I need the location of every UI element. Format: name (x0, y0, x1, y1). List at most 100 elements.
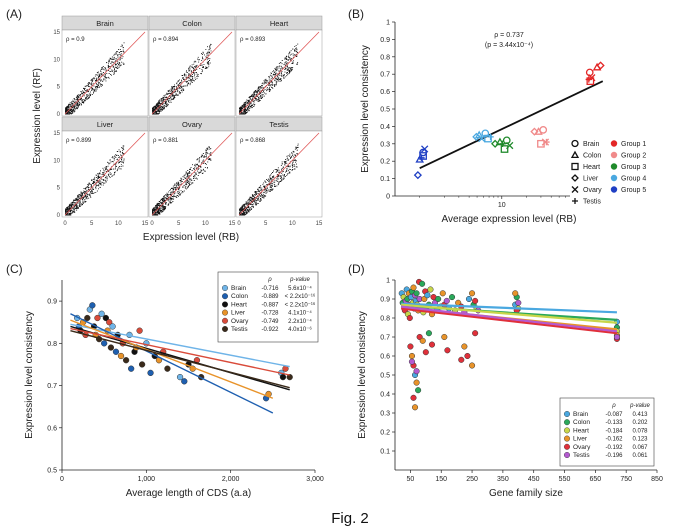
y-axis-label: Expression level (RF) (32, 68, 43, 164)
legend-label: Testis (573, 452, 590, 459)
data-point (136, 327, 143, 334)
legend-p: 0.078 (632, 428, 648, 434)
x-tick-label: 2,000 (222, 476, 240, 483)
x-tick-label: 3,000 (306, 476, 324, 483)
panel-a-label: (A) (6, 7, 22, 21)
data-point (415, 387, 422, 394)
legend-swatch (221, 317, 228, 324)
panel-b: (B)00.10.20.30.40.50.60.70.80.9110100ρ =… (348, 7, 655, 225)
legend: ρ p-value Brain -0.087 0.413 Colon -0.133 0.202… (559, 397, 655, 467)
legend-rho: -0.749 (261, 319, 279, 325)
data-point (515, 299, 522, 306)
legend-label: Group 5 (621, 187, 646, 194)
y-axis-label: Expression level consistency (360, 45, 371, 173)
fit-line (419, 80, 604, 169)
data-point (413, 368, 420, 375)
data-point (407, 343, 414, 350)
y-tick-label: 10 (53, 57, 60, 63)
x-axis-label: Average expression level (RB) (442, 214, 577, 225)
y-axis-label: Expression level consistency (24, 311, 35, 439)
data-point (469, 290, 476, 297)
data-point (458, 356, 465, 363)
legend-box (559, 397, 655, 467)
legend-header-p: p-value (629, 403, 650, 409)
legend-marker-heart (571, 162, 579, 171)
fit-line-liver (70, 319, 274, 399)
data-point (441, 333, 448, 341)
y-tick-label: 0.2 (380, 159, 390, 166)
panel-d-label: (D) (348, 262, 365, 276)
facet-title: Heart (270, 19, 289, 28)
data-point (444, 347, 451, 354)
legend-label: Liver (583, 176, 599, 183)
data-point (413, 290, 420, 297)
reference-line (238, 132, 320, 216)
legend-label: Liver (573, 436, 588, 443)
y-tick-label: 0.5 (47, 468, 57, 475)
legend-rho: -0.162 (605, 437, 623, 443)
y-tick-label: 0.1 (380, 176, 390, 183)
data-point (461, 343, 468, 350)
data-point (286, 373, 293, 381)
data-point (422, 349, 429, 356)
y-tick-label: 0.2 (380, 430, 390, 437)
legend-swatch (564, 411, 571, 418)
facet-rho: ρ = 0.9 (66, 37, 85, 43)
x-tick-label: 5 (90, 221, 94, 227)
y-tick-label: 0.9 (47, 299, 57, 306)
legend-label: Brain (583, 141, 599, 148)
legend-rho: -0.196 (605, 453, 623, 459)
legend-label: Ovary (573, 444, 591, 451)
legend-p: 0.061 (632, 453, 648, 459)
y-tick-label: 10 (53, 158, 60, 164)
facet-liver: Liver ρ = 0.899 0 5 10 15 0 5 10 15 (53, 116, 149, 227)
y-tick-label: 0.7 (380, 72, 390, 79)
fit-line-ovary (401, 307, 618, 335)
y-tick-label: 0.6 (380, 89, 390, 96)
y-tick-label: 0.5 (380, 373, 390, 380)
x-tick-label: 10 (498, 202, 506, 209)
legend-p: 2.2x10⁻⁴ (288, 318, 312, 325)
x-tick-label: 0 (63, 221, 67, 227)
data-points (413, 61, 605, 180)
x-tick-label: 650 (590, 476, 602, 483)
data-point (109, 323, 116, 330)
x-tick-label: 10 (202, 221, 209, 227)
legend-swatch (221, 285, 228, 292)
x-tick-label: 15 (229, 221, 236, 227)
y-tick-label: 0.1 (380, 449, 390, 456)
y-tick-label: 0.9 (380, 37, 390, 44)
x-tick-label: 250 (466, 476, 478, 483)
legend-swatch (564, 435, 571, 442)
data-point (484, 134, 492, 143)
data-point (112, 348, 120, 355)
data-point (502, 136, 511, 145)
data-point (487, 133, 494, 141)
y-tick-label: 5 (57, 186, 61, 192)
data-point (495, 137, 505, 146)
data-point (472, 330, 479, 337)
legend-label: Colon (231, 293, 248, 300)
data-point (435, 295, 442, 303)
fit-line-testis (70, 329, 290, 389)
legend-header-p: p-value (289, 277, 310, 283)
legend-header-rho: ρ (267, 277, 272, 283)
data-points (398, 278, 620, 411)
legend-swatch (610, 174, 618, 182)
legend-p: 5.6x10⁻⁴ (288, 285, 312, 292)
y-tick-label: 0.5 (380, 107, 390, 114)
y-tick-label: 1 (386, 278, 390, 285)
data-point (413, 379, 420, 386)
x-tick-label: 850 (651, 476, 663, 483)
reference-line (151, 132, 233, 216)
legend-label: Brain (573, 411, 589, 418)
data-point (465, 295, 473, 303)
legend-label: Heart (573, 427, 589, 434)
data-point (122, 357, 130, 364)
x-tick-label: 50 (407, 476, 415, 483)
legend-p: 0.413 (632, 412, 648, 418)
y-tick-label: 0.8 (47, 341, 57, 348)
reference-line (151, 31, 233, 115)
legend-rho: -0.887 (261, 302, 279, 308)
data-point (94, 314, 101, 322)
